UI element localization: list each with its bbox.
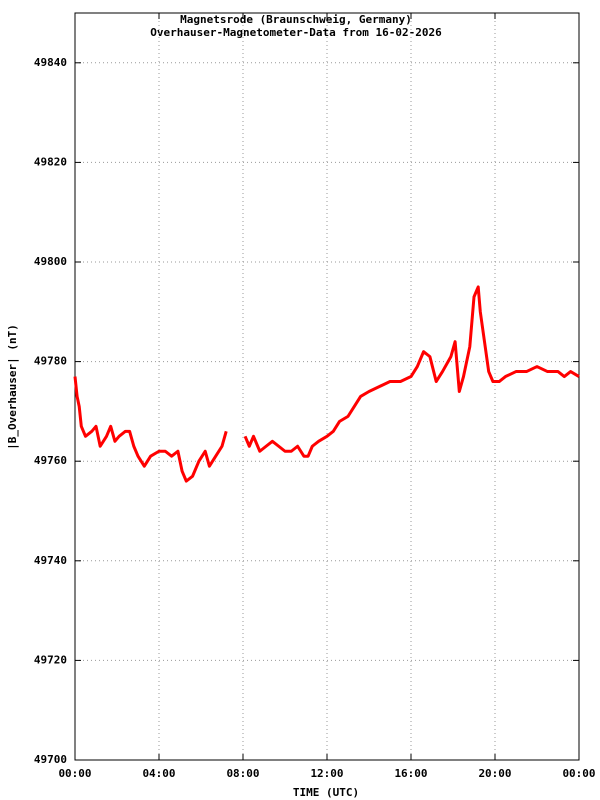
- chart-title: Magnetsrode (Braunschweig, Germany): [180, 13, 412, 26]
- x-tick-label: 20:00: [478, 767, 511, 780]
- chart-subtitle: Overhauser-Magnetometer-Data from 16-02-…: [150, 26, 442, 39]
- y-tick-label: 49760: [34, 454, 67, 467]
- x-axis-label: TIME (UTC): [293, 786, 359, 799]
- y-tick-label: 49800: [34, 255, 67, 268]
- x-tick-label: 12:00: [310, 767, 343, 780]
- x-tick-label: 08:00: [226, 767, 259, 780]
- y-tick-label: 49740: [34, 554, 67, 567]
- x-tick-label: 00:00: [58, 767, 91, 780]
- y-tick-label: 49840: [34, 56, 67, 69]
- y-tick-label: 49780: [34, 355, 67, 368]
- y-tick-label: 49700: [34, 753, 67, 766]
- x-tick-label: 00:00: [562, 767, 595, 780]
- data-line: [73, 285, 580, 483]
- y-tick-label: 49820: [34, 155, 67, 168]
- x-tick-label: 16:00: [394, 767, 427, 780]
- y-axis-label: |B_Overhauser| (nT): [6, 324, 19, 450]
- x-tick-label: 04:00: [142, 767, 175, 780]
- y-tick-label: 49720: [34, 653, 67, 666]
